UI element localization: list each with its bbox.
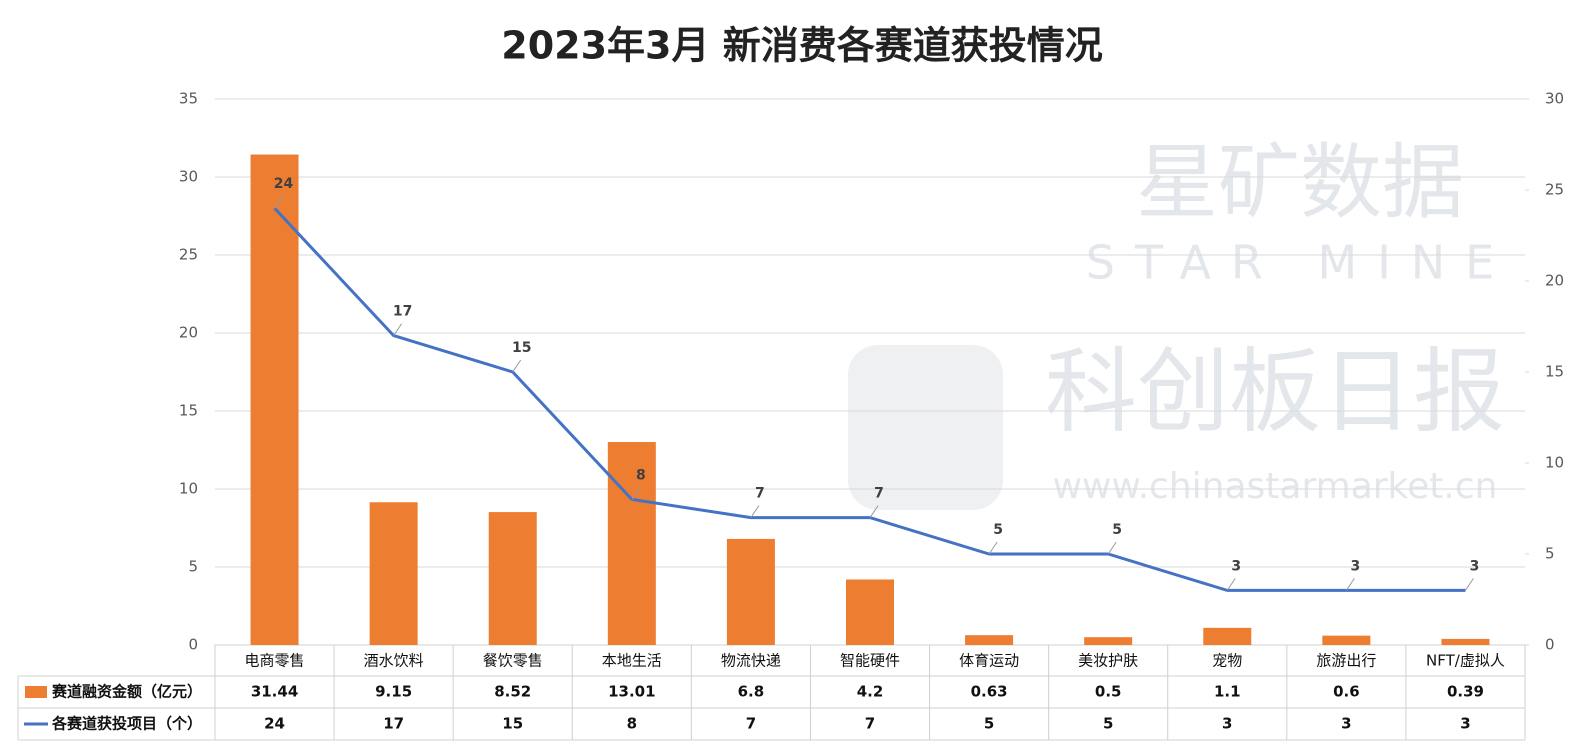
table-cell: 1.1: [1214, 683, 1241, 701]
y2-tick-label: 10: [1545, 454, 1564, 472]
data-label: 24: [274, 176, 294, 192]
table-cell: 6.8: [738, 683, 765, 701]
label-leader: [512, 359, 522, 373]
table-cell: 0.6: [1333, 683, 1360, 701]
label-leader: [750, 505, 760, 518]
y2-tick-label: 30: [1545, 90, 1564, 108]
x-tick-label: 餐饮零售: [483, 652, 543, 670]
y-tick-label: 10: [179, 480, 198, 498]
label-leader: [869, 505, 879, 518]
watermark: 星矿数据 STAR MINE 科创板日报 www.chinastarmarket…: [848, 135, 1515, 510]
y2-tick-label: 20: [1545, 272, 1564, 290]
bar: [726, 538, 775, 645]
bar: [846, 579, 894, 645]
x-tick-label: NFT/虚拟人: [1426, 652, 1505, 670]
label-leader: [1226, 578, 1236, 591]
y2-tick-label: 0: [1545, 636, 1555, 654]
table-cell: 8.52: [494, 683, 531, 701]
bar: [369, 502, 418, 645]
watermark-text: 科创板日报: [1045, 338, 1505, 445]
label-leader: [1345, 578, 1355, 591]
bar: [1084, 637, 1133, 645]
table-cell: 3: [1341, 715, 1351, 733]
data-label: 3: [1350, 558, 1360, 574]
x-tick-label: 体育运动: [959, 652, 1019, 670]
table-cell: 5: [1103, 715, 1113, 733]
x-tick-label: 酒水饮料: [364, 652, 424, 670]
label-leader: [1107, 541, 1117, 555]
x-tick-label: 本地生活: [602, 652, 662, 670]
watermark-text: 星矿数据: [1136, 135, 1464, 230]
label-leader: [631, 487, 641, 500]
x-tick-label: 电商零售: [245, 652, 305, 670]
y2-tick-label: 15: [1545, 363, 1564, 381]
table-cell: 0.63: [971, 683, 1008, 701]
y-tick-label: 35: [179, 90, 198, 108]
bar: [1322, 635, 1371, 645]
label-leader: [393, 323, 403, 336]
table-cell: 4.2: [857, 683, 884, 701]
legend-swatch: [25, 686, 47, 698]
data-label: 5: [1112, 522, 1122, 538]
table-cell: 13.01: [608, 683, 655, 701]
watermark-text: STAR MINE: [1086, 236, 1515, 290]
data-label: 7: [874, 486, 884, 502]
bar: [250, 154, 299, 645]
table-cell: 7: [865, 715, 875, 733]
table-cell: 7: [746, 715, 756, 733]
table-cell: 0.39: [1447, 683, 1484, 701]
legend-label: 赛道融资金额（亿元）: [51, 683, 202, 701]
x-tick-label: 物流快递: [721, 652, 781, 670]
bar: [488, 512, 537, 645]
table-cell: 17: [383, 715, 404, 733]
table-cell: 31.44: [251, 683, 298, 701]
x-tick-label: 旅游出行: [1316, 652, 1376, 670]
label-leader: [988, 541, 998, 555]
data-label: 5: [993, 522, 1003, 538]
label-leader: [1465, 578, 1474, 591]
y2-tick-label: 25: [1545, 181, 1564, 199]
x-tick-label: 宠物: [1212, 652, 1242, 670]
data-label: 7: [755, 486, 765, 502]
watermark-logo: [848, 345, 1003, 510]
y-tick-label: 30: [179, 168, 198, 186]
label-leader: [274, 195, 283, 209]
bar: [1203, 627, 1252, 645]
data-label: 8: [636, 467, 646, 483]
y-tick-label: 20: [179, 324, 198, 342]
data-label: 17: [393, 304, 412, 320]
table-cell: 3: [1460, 715, 1470, 733]
x-tick-label: 美妆护肤: [1078, 652, 1138, 670]
bar: [965, 635, 1014, 645]
data-label: 3: [1470, 558, 1480, 574]
y-tick-label: 0: [188, 636, 198, 654]
y-tick-label: 5: [188, 558, 198, 576]
y2-tick-label: 5: [1545, 545, 1555, 563]
chart-title: 2023年3月 新消费各赛道获投情况: [501, 24, 1102, 68]
legend-label: 各赛道获投项目（个）: [51, 715, 202, 733]
table-cell: 3: [1222, 715, 1232, 733]
table-cell: 0.5: [1095, 683, 1122, 701]
table-cell: 24: [264, 715, 285, 733]
table-cell: 9.15: [375, 683, 412, 701]
y-tick-label: 25: [179, 246, 198, 264]
x-tick-label: 智能硬件: [840, 652, 900, 670]
table-cell: 15: [502, 715, 523, 733]
bar: [1441, 638, 1490, 645]
data-label: 3: [1231, 558, 1241, 574]
y-tick-label: 15: [179, 402, 198, 420]
bar: [607, 442, 656, 645]
table-cell: 5: [984, 715, 994, 733]
table-cell: 8: [627, 715, 637, 733]
data-label: 15: [512, 340, 531, 356]
watermark-text: www.chinastarmarket.cn: [1053, 466, 1498, 507]
